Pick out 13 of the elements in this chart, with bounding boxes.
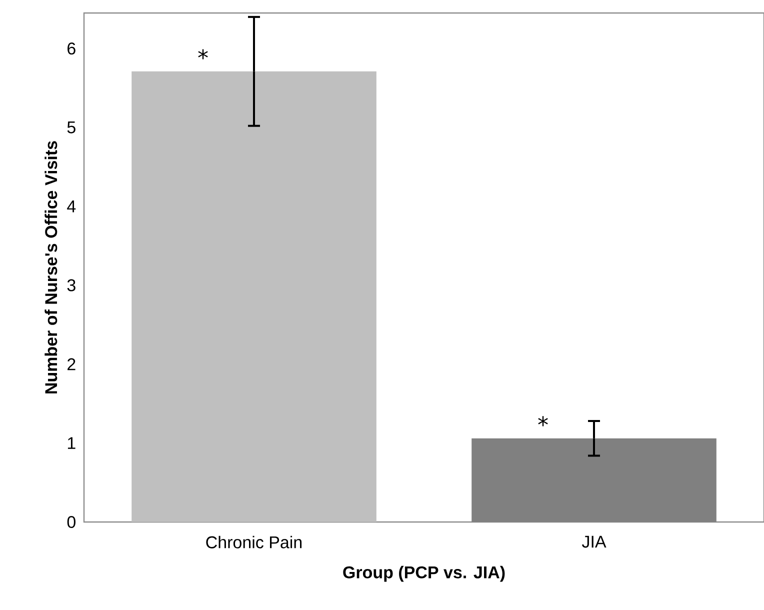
y-axis-title: Number of Nurse's Office Visits [44, 141, 58, 394]
x-tick-label: JIA [582, 536, 606, 548]
y-tick-label: 5 [67, 121, 76, 134]
x-tick-label: Chronic Pain [206, 536, 302, 548]
y-tick-label: 0 [67, 516, 76, 528]
y-tick-label: 6 [68, 42, 76, 55]
x-axis-title: Group (PCP vs. JIA) [343, 566, 505, 582]
y-tick-label: 2 [68, 358, 76, 370]
annotation: * [198, 49, 208, 60]
y-tick-label: 4 [67, 200, 76, 212]
annotation: * [538, 416, 548, 426]
y-tick-label: 3 [67, 279, 76, 292]
y-tick-label: 1 [68, 437, 76, 449]
